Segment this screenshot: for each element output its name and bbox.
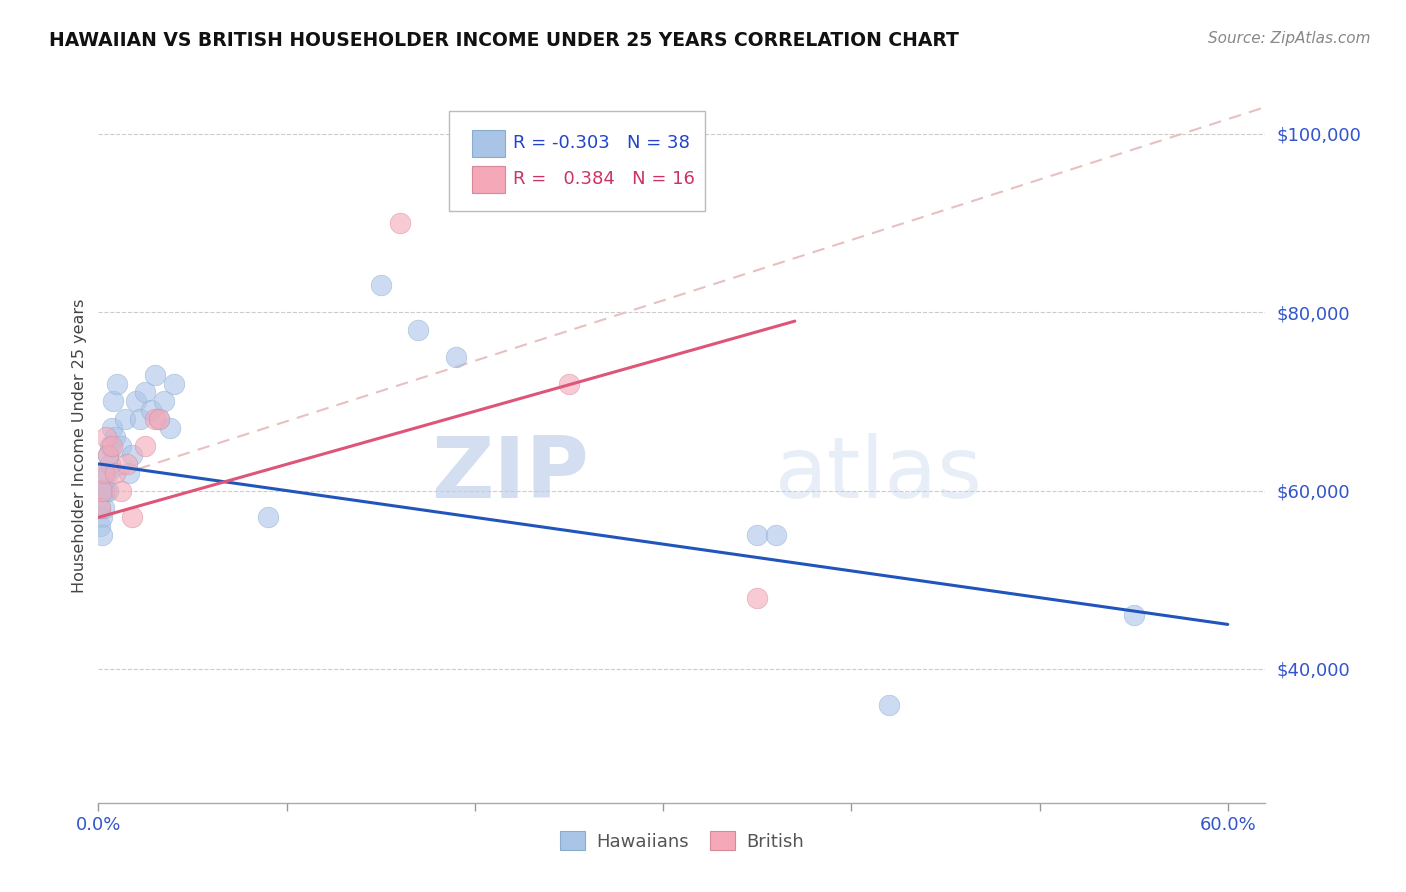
Text: atlas: atlas (775, 433, 983, 516)
Point (148, 412, 170, 426)
Point (97, 448, 120, 462)
Point (97, 466, 120, 480)
Point (110, 483, 132, 498)
Point (388, 216, 411, 230)
Point (115, 457, 138, 471)
Point (98, 457, 121, 471)
Text: HAWAIIAN VS BRITISH HOUSEHOLDER INCOME UNDER 25 YEARS CORRELATION CHART: HAWAIIAN VS BRITISH HOUSEHOLDER INCOME U… (49, 31, 959, 50)
Point (103, 394, 125, 409)
Point (163, 376, 186, 391)
Point (100, 439, 122, 453)
Point (97, 448, 120, 462)
Point (444, 350, 467, 364)
Point (143, 412, 166, 426)
Point (93, 501, 115, 516)
Point (408, 323, 430, 337)
Point (153, 394, 176, 409)
Point (105, 376, 128, 391)
Point (110, 439, 132, 453)
Point (91, 528, 114, 542)
Text: R = -0.303   N = 38: R = -0.303 N = 38 (513, 135, 689, 153)
Point (97, 483, 120, 498)
Point (765, 528, 787, 542)
Point (94, 483, 117, 498)
Point (121, 448, 143, 462)
Point (558, 376, 581, 391)
Point (93, 483, 115, 498)
Point (91, 483, 114, 498)
Point (148, 412, 170, 426)
FancyBboxPatch shape (449, 111, 706, 211)
Point (104, 466, 127, 480)
Point (1122, 608, 1144, 623)
Point (89, 501, 111, 516)
Point (91, 510, 114, 524)
Point (134, 385, 156, 400)
Text: Source: ZipAtlas.com: Source: ZipAtlas.com (1208, 31, 1371, 46)
Text: ZIP: ZIP (430, 433, 589, 516)
Point (139, 403, 162, 417)
FancyBboxPatch shape (472, 166, 505, 193)
Point (121, 510, 143, 524)
Point (100, 421, 122, 435)
Point (94, 430, 117, 444)
Point (117, 466, 139, 480)
Point (104, 430, 127, 444)
FancyBboxPatch shape (472, 130, 505, 157)
Point (877, 698, 900, 712)
Text: R =   0.384   N = 16: R = 0.384 N = 16 (513, 170, 695, 188)
Y-axis label: Householder Income Under 25 years: Householder Income Under 25 years (72, 299, 87, 593)
Point (114, 412, 136, 426)
Point (143, 368, 166, 382)
Legend: Hawaiians, British: Hawaiians, British (553, 824, 811, 858)
Point (93, 466, 115, 480)
Point (89, 519, 111, 533)
Point (134, 439, 156, 453)
Point (89, 501, 111, 516)
Point (125, 394, 148, 409)
Point (98, 439, 121, 453)
Point (256, 510, 278, 524)
Point (747, 591, 769, 605)
Point (128, 412, 150, 426)
Point (370, 278, 392, 293)
Point (94, 466, 117, 480)
Point (747, 528, 769, 542)
Point (159, 421, 181, 435)
